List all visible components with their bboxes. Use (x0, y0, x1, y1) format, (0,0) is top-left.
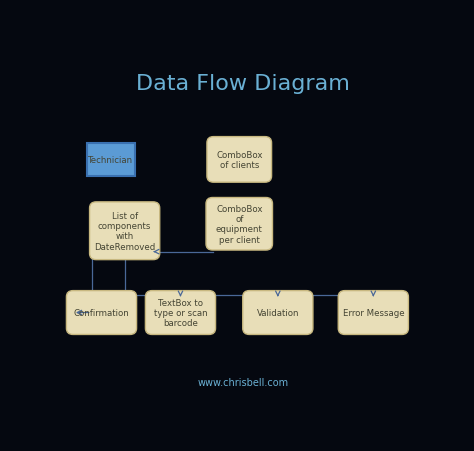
FancyBboxPatch shape (207, 137, 272, 183)
Text: Technician: Technician (88, 156, 133, 165)
Text: Data Flow Diagram: Data Flow Diagram (136, 74, 350, 94)
Text: www.chrisbell.com: www.chrisbell.com (197, 377, 289, 387)
Text: Confirmation: Confirmation (73, 308, 129, 318)
FancyBboxPatch shape (338, 291, 409, 335)
Text: ComboBox
of
equipment
per client: ComboBox of equipment per client (216, 204, 263, 244)
FancyBboxPatch shape (87, 143, 135, 176)
Text: Error Message: Error Message (343, 308, 404, 318)
FancyBboxPatch shape (243, 291, 313, 335)
Text: ComboBox
of clients: ComboBox of clients (216, 150, 263, 170)
FancyBboxPatch shape (90, 202, 160, 260)
FancyBboxPatch shape (146, 291, 216, 335)
FancyBboxPatch shape (66, 291, 137, 335)
Text: List of
components
with
DateRemoved: List of components with DateRemoved (94, 211, 155, 251)
Text: Validation: Validation (256, 308, 299, 318)
Text: TextBox to
type or scan
barcode: TextBox to type or scan barcode (154, 298, 207, 328)
FancyBboxPatch shape (206, 198, 273, 250)
